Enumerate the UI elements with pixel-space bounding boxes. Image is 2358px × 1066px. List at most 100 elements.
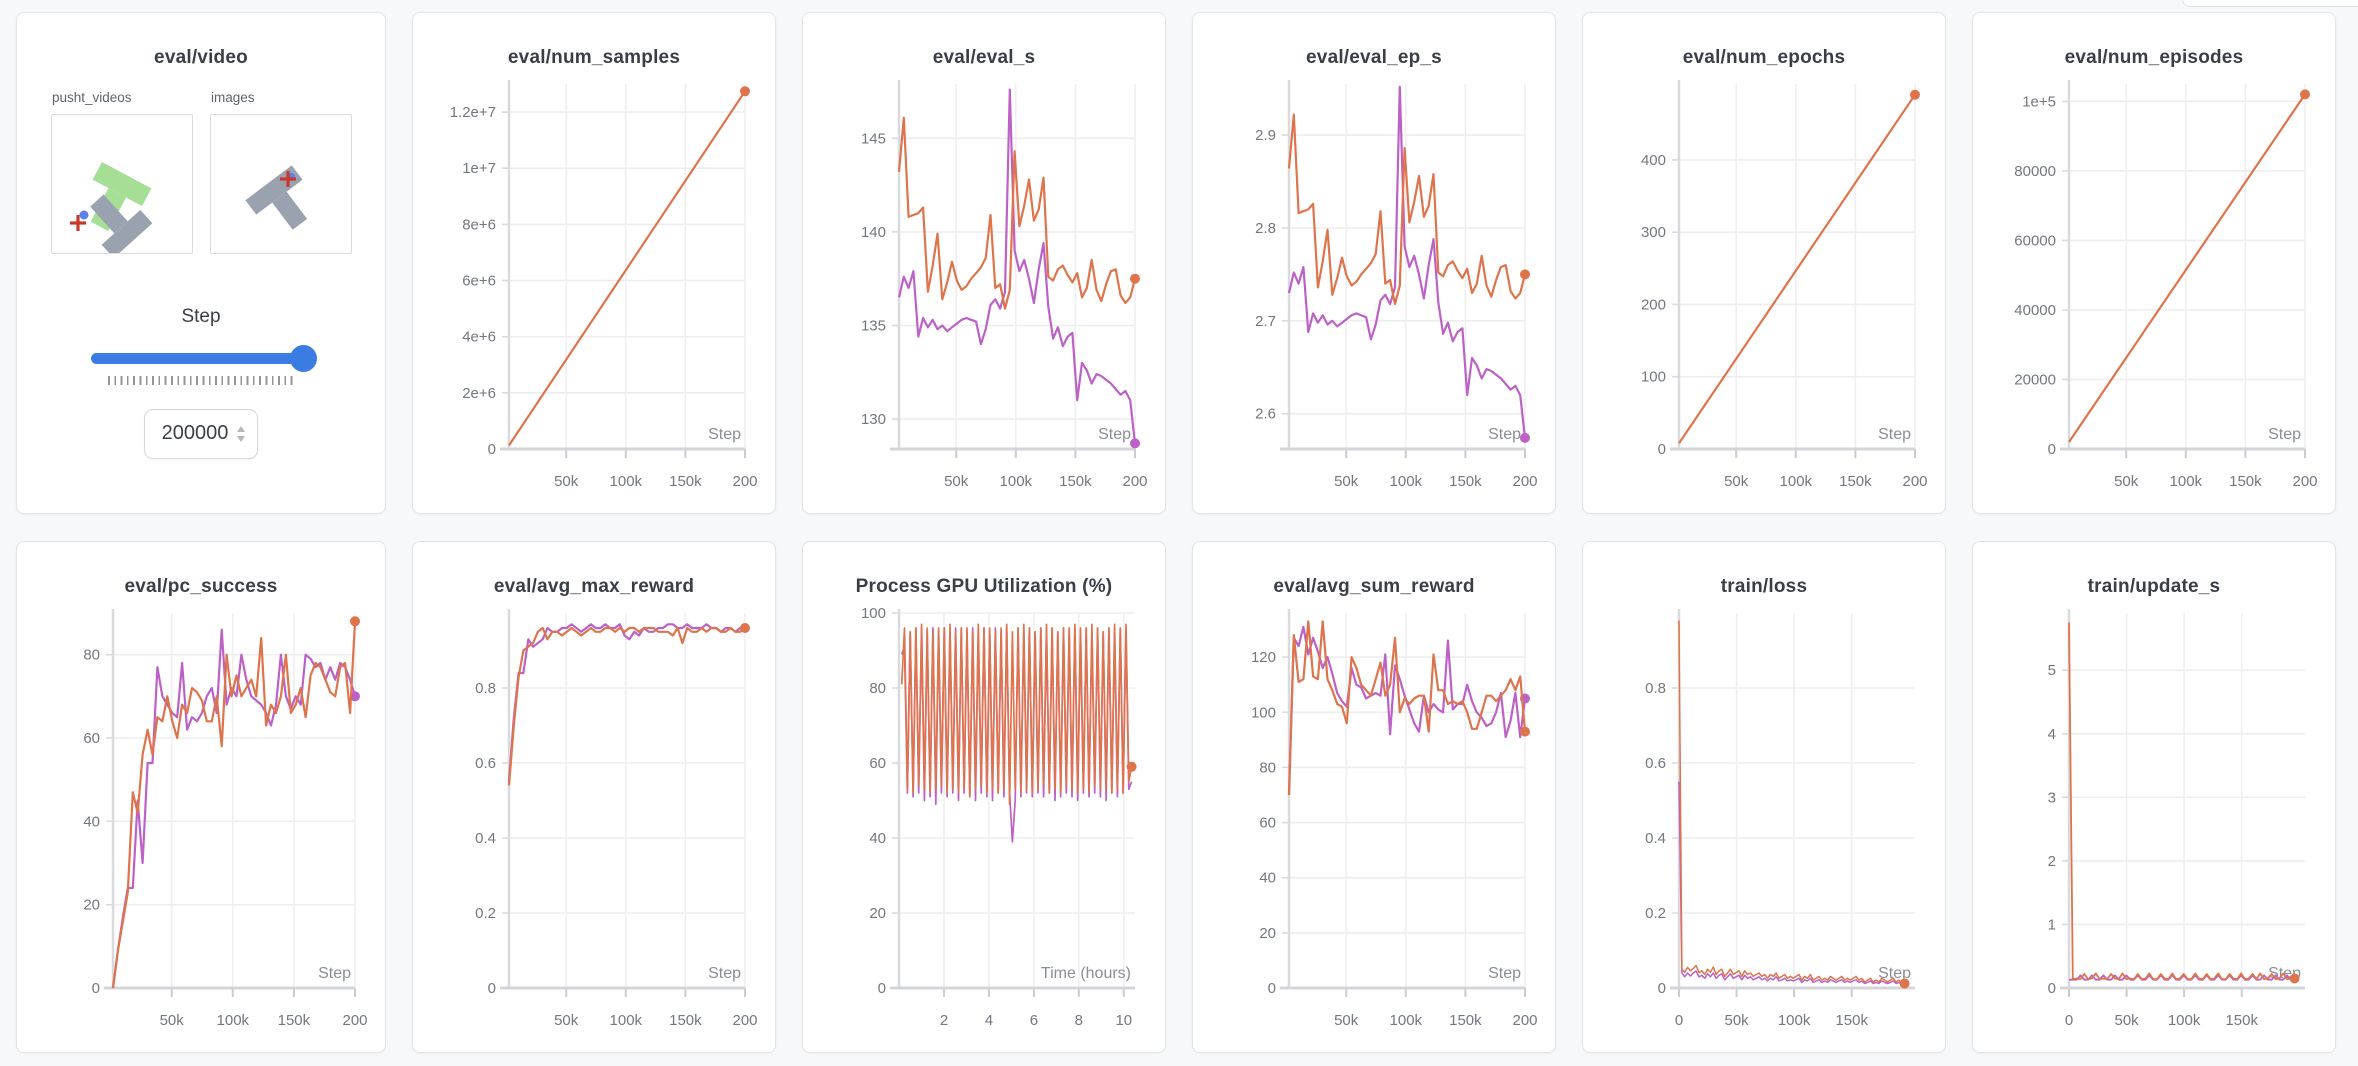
panel-train-update-s[interactable]: train/update_s 0 1 2 3 4 5 0 50k 100k 150k Step xyxy=(1972,541,2336,1053)
svg-text:200: 200 xyxy=(732,1012,757,1029)
pusht-video-thumbnail[interactable] xyxy=(51,113,193,254)
svg-text:Step: Step xyxy=(2268,426,2301,443)
chart-canvas[interactable]: 2.6 2.7 2.8 2.9 50k 100k 150k 200 Step xyxy=(1193,74,1555,513)
svg-text:60: 60 xyxy=(83,730,100,747)
chart-canvas[interactable]: 0 20 40 60 80 100 2 4 6 8 10 Time (hours) xyxy=(803,603,1165,1052)
svg-text:100k: 100k xyxy=(1390,1012,1423,1029)
svg-text:100k: 100k xyxy=(1390,473,1423,490)
svg-text:40: 40 xyxy=(83,813,100,830)
chart-canvas[interactable]: 0 2e+6 4e+6 6e+6 8e+6 1e+7 1.2e+7 50k 100k 150k 20… xyxy=(413,74,775,513)
partial-panel-edge xyxy=(2182,0,2358,7)
chart-svg: 2.6 2.7 2.8 2.9 50k 100k 150k 200 Step xyxy=(1255,79,1538,490)
svg-text:0: 0 xyxy=(2065,1012,2073,1029)
svg-text:100k: 100k xyxy=(1778,1012,1811,1029)
svg-text:100k: 100k xyxy=(610,1012,643,1029)
svg-text:2e+6: 2e+6 xyxy=(462,385,496,402)
svg-text:0: 0 xyxy=(488,441,496,458)
svg-text:0: 0 xyxy=(1268,980,1276,997)
svg-text:20: 20 xyxy=(869,905,886,922)
svg-text:0: 0 xyxy=(1675,1012,1683,1029)
panel-eval-eval-ep-s[interactable]: eval/eval_ep_s 2.6 2.7 2.8 2.9 50k 100k 150k 20… xyxy=(1192,12,1556,514)
chart-svg: 130 135 140 145 50k 100k 150k 200 Step xyxy=(861,79,1148,490)
slider-track[interactable] xyxy=(91,352,311,364)
chart-svg: 0 0.2 0.4 0.6 0.8 0 50k 100k 150k Step xyxy=(1645,608,1915,1029)
panel-train-loss[interactable]: train/loss 0 0.2 0.4 0.6 0.8 0 50k 100k 150k Step xyxy=(1582,541,1946,1053)
svg-text:0: 0 xyxy=(488,980,496,997)
svg-text:1e+7: 1e+7 xyxy=(462,160,496,177)
svg-text:0.2: 0.2 xyxy=(475,905,496,922)
svg-text:50k: 50k xyxy=(944,473,969,490)
panel-eval-num-episodes[interactable]: eval/num_episodes 0 20000 40000 60000 80000 1… xyxy=(1972,12,2336,514)
stepper xyxy=(237,425,245,442)
chart-title: eval/num_samples xyxy=(507,47,681,68)
svg-text:2.9: 2.9 xyxy=(1255,127,1276,144)
svg-text:0.8: 0.8 xyxy=(1645,680,1666,697)
chart-canvas[interactable]: 0 0.2 0.4 0.6 0.8 50k 100k 150k 200 Step xyxy=(413,603,775,1052)
chart-canvas[interactable]: 0 0.2 0.4 0.6 0.8 0 50k 100k 150k Step xyxy=(1583,603,1945,1052)
slider-handle[interactable] xyxy=(290,344,317,372)
svg-text:3: 3 xyxy=(2048,789,2056,806)
svg-text:8e+6: 8e+6 xyxy=(462,216,496,233)
svg-text:0.6: 0.6 xyxy=(475,755,496,772)
svg-text:50k: 50k xyxy=(554,1012,579,1029)
svg-text:2: 2 xyxy=(940,1012,948,1029)
svg-text:140: 140 xyxy=(861,224,886,241)
chart-canvas[interactable]: 0 20 40 60 80 50k 100k 150k 200 Step xyxy=(17,603,385,1052)
svg-text:50k: 50k xyxy=(1334,1012,1359,1029)
svg-text:100k: 100k xyxy=(217,1012,250,1029)
svg-text:0: 0 xyxy=(1658,441,1666,458)
chart-canvas[interactable]: 0 20 40 60 80 100 120 50k 100k 150k 200 Step xyxy=(1193,603,1555,1052)
panel-eval-eval-s[interactable]: eval/eval_s 130 135 140 145 50k 100k 150k 200 St… xyxy=(802,12,1166,514)
chart-canvas[interactable]: 0 100 200 300 400 50k 100k 150k 200 Step xyxy=(1583,74,1945,513)
panel-eval-num-epochs[interactable]: eval/num_epochs 0 100 200 300 400 50k 100k 150k… xyxy=(1582,12,1946,514)
svg-text:100: 100 xyxy=(1251,704,1276,721)
svg-text:80000: 80000 xyxy=(2014,163,2056,180)
svg-text:5: 5 xyxy=(2048,662,2056,679)
chart-title: eval/avg_max_reward xyxy=(493,576,695,597)
panel-process-gpu-utilization[interactable]: Process GPU Utilization (%) 0 20 40 60 80 100… xyxy=(802,541,1166,1053)
media-item-images: images xyxy=(210,90,352,254)
panel-eval-avg-max-reward[interactable]: eval/avg_max_reward 0 0.2 0.4 0.6 0.8 50k 100k… xyxy=(412,541,776,1053)
target-cross-icon xyxy=(70,214,86,231)
svg-text:150k: 150k xyxy=(669,1012,702,1029)
chart-title: eval/eval_s xyxy=(932,47,1036,68)
svg-text:1.2e+7: 1.2e+7 xyxy=(450,104,496,121)
svg-text:60: 60 xyxy=(869,755,886,772)
svg-text:20: 20 xyxy=(83,896,100,913)
media-row: pusht_videos xyxy=(51,90,367,254)
svg-text:Time (hours): Time (hours) xyxy=(1041,965,1131,982)
svg-text:0.4: 0.4 xyxy=(475,830,496,847)
svg-text:60: 60 xyxy=(1259,814,1276,831)
step-input[interactable] xyxy=(157,421,233,447)
target-cross-icon xyxy=(280,170,296,187)
panel-eval-num-samples[interactable]: eval/num_samples 0 2e+6 4e+6 6e+6 8e+6 1e+7 1.… xyxy=(412,12,776,514)
svg-text:40000: 40000 xyxy=(2014,302,2056,319)
images-thumbnail[interactable] xyxy=(210,113,352,254)
svg-text:100k: 100k xyxy=(1780,473,1813,490)
agent-dot-icon xyxy=(79,210,89,220)
panel-eval-video[interactable]: eval/video pusht_videos xyxy=(16,12,386,514)
panel-eval-pc-success[interactable]: eval/pc_success 0 20 40 60 80 50k 100k 150k 200 S… xyxy=(16,541,386,1053)
svg-text:0.4: 0.4 xyxy=(1645,830,1666,847)
svg-text:20000: 20000 xyxy=(2014,371,2056,388)
media-label: pusht_videos xyxy=(52,89,132,105)
stepper-up-icon[interactable] xyxy=(237,425,245,432)
chart-canvas[interactable]: 130 135 140 145 50k 100k 150k 200 Step xyxy=(803,74,1165,513)
svg-text:Step: Step xyxy=(1878,426,1911,443)
svg-text:40: 40 xyxy=(869,830,886,847)
step-input-box[interactable] xyxy=(144,408,258,459)
step-slider[interactable] xyxy=(91,344,317,373)
gray-t-block xyxy=(245,165,308,230)
svg-text:0: 0 xyxy=(2048,441,2056,458)
stepper-down-icon[interactable] xyxy=(237,435,245,442)
chart-canvas[interactable]: 0 20000 40000 60000 80000 1e+5 50k 100k 150k 200 S… xyxy=(1973,74,2335,513)
panel-eval-avg-sum-reward[interactable]: eval/avg_sum_reward 0 20 40 60 80 100 120 50k 10… xyxy=(1192,541,1556,1053)
svg-text:4: 4 xyxy=(2048,726,2056,743)
chart-canvas[interactable]: 0 1 2 3 4 5 0 50k 100k 150k Step xyxy=(1973,603,2335,1052)
svg-text:200: 200 xyxy=(2292,473,2317,490)
svg-text:4e+6: 4e+6 xyxy=(462,328,496,345)
step-slider-label: Step xyxy=(181,305,221,327)
svg-text:100: 100 xyxy=(1641,368,1666,385)
gray-t-block xyxy=(90,194,153,253)
